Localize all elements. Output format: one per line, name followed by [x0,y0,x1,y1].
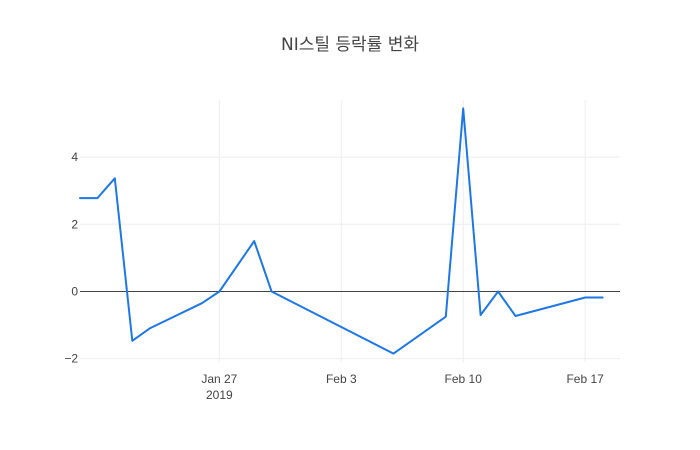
y-tick-label: 2 [71,217,78,231]
y-tick-label: 0 [71,284,78,298]
data-point[interactable] [514,314,518,318]
y-axis-ticks: −2 0 2 4 [64,150,78,366]
data-point[interactable] [252,239,256,243]
data-point[interactable] [113,176,117,180]
data-point[interactable] [130,339,134,343]
series-line [79,107,604,355]
data-point[interactable] [200,301,204,305]
x-tick-label: Jan 27 [201,372,237,386]
x-tick-label: Feb 17 [566,372,604,386]
x-axis-ticks: Jan 27 2019 Feb 3 Feb 10 Feb 17 [201,372,604,402]
series-layer [78,106,605,356]
data-point[interactable] [270,290,274,294]
data-point[interactable] [496,290,500,294]
data-point[interactable] [392,352,396,356]
y-tick-label: −2 [64,352,78,366]
y-tick-label: 4 [71,150,78,164]
x-tick-label: Feb 10 [445,372,483,386]
x-tick-label: Feb 3 [326,372,357,386]
gridlines [80,100,620,362]
data-point[interactable] [461,106,465,110]
data-point[interactable] [95,196,99,200]
data-point[interactable] [583,296,587,300]
data-point[interactable] [148,326,152,330]
chart-title: NI스틸 등락률 변화 [281,35,419,55]
data-point[interactable] [444,315,448,319]
data-point[interactable] [217,290,221,294]
data-point[interactable] [78,196,82,200]
data-point[interactable] [601,296,605,300]
data-point[interactable] [479,313,483,317]
x-tick-sublabel: 2019 [206,388,233,402]
